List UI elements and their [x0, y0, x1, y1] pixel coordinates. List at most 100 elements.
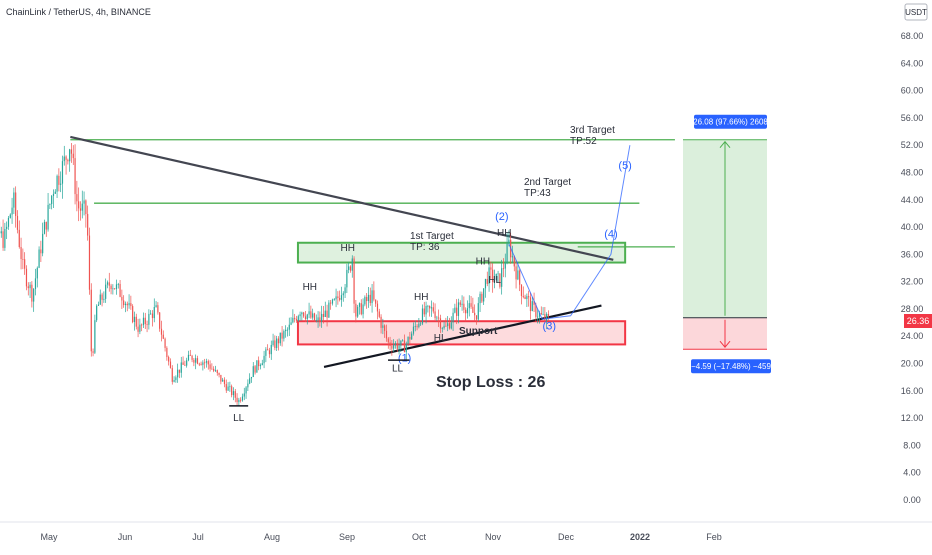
- candle-body: [184, 365, 185, 366]
- candle-body: [508, 240, 509, 244]
- price-tick: 8.00: [903, 440, 921, 450]
- candle-body: [460, 302, 461, 304]
- candle-body: [307, 315, 308, 319]
- candle-body: [170, 362, 171, 369]
- candle-body: [33, 289, 34, 302]
- candle-body: [24, 259, 25, 268]
- candle-body: [411, 334, 412, 340]
- candle-body: [278, 339, 279, 344]
- candle-body: [56, 176, 57, 192]
- time-tick-jun: Jun: [118, 532, 133, 542]
- candle-body: [11, 208, 12, 215]
- price-tick: 0.00: [903, 495, 921, 505]
- candle-body: [2, 231, 3, 248]
- candle-body: [445, 326, 446, 327]
- candle-body: [150, 314, 151, 315]
- price-tick: 44.00: [901, 195, 924, 205]
- candle-body: [350, 266, 351, 270]
- price-tick: 68.00: [901, 31, 924, 41]
- candle-body: [404, 340, 405, 352]
- candle-body: [164, 339, 165, 348]
- candle-body: [478, 303, 479, 319]
- candle-body: [472, 307, 473, 313]
- candle-body: [38, 249, 39, 267]
- candle-body: [73, 154, 74, 158]
- candle-body: [481, 294, 482, 302]
- price-axis[interactable]: USDT 68.0064.0060.0056.0052.0048.0044.00…: [896, 0, 932, 522]
- candle-body: [87, 214, 88, 236]
- candle-body: [490, 267, 491, 269]
- candle-body: [305, 316, 306, 319]
- candle-body: [272, 340, 273, 344]
- candle-body: [517, 270, 518, 279]
- candle-body: [454, 308, 455, 313]
- candle-body: [98, 305, 99, 306]
- candle-body: [528, 296, 529, 297]
- structure-label: HL: [488, 275, 501, 286]
- candle-body: [209, 364, 210, 368]
- candle-body: [397, 343, 398, 349]
- candle-body: [296, 319, 297, 320]
- candle-body: [103, 299, 104, 300]
- candle-body: [105, 285, 106, 299]
- price-tick: 20.00: [901, 359, 924, 369]
- time-tick-2022: 2022: [630, 532, 650, 542]
- candle-body: [51, 196, 52, 204]
- candle-body: [483, 288, 484, 301]
- candle-body: [114, 288, 115, 289]
- candle-body: [19, 230, 20, 247]
- candle-body: [280, 333, 281, 344]
- candle-body: [1, 231, 2, 233]
- candle-body: [258, 360, 259, 366]
- candle-body: [341, 295, 342, 300]
- price-tick: 28.00: [901, 304, 924, 314]
- candle-body: [226, 384, 227, 390]
- position-tool[interactable]: 26.08 (97.66%) 2608−4.59 (−17.48%) −459: [683, 115, 771, 373]
- candle-body: [253, 366, 254, 377]
- candle-body: [222, 380, 223, 382]
- candle-body: [134, 317, 135, 322]
- candle-body: [136, 317, 137, 327]
- third-target-title: 3rd Target: [570, 125, 615, 136]
- stop-loss-label: Stop Loss : 26: [436, 374, 545, 391]
- candle-body: [294, 318, 295, 319]
- candle-body: [362, 304, 363, 314]
- candle-body: [344, 287, 345, 293]
- candle-body: [206, 361, 207, 362]
- candle-body: [420, 324, 421, 325]
- candle-body: [501, 268, 502, 287]
- candle-body: [69, 149, 70, 161]
- candle-body: [314, 313, 315, 320]
- candle-body: [235, 391, 236, 398]
- candle-body: [388, 338, 389, 342]
- candle-body: [285, 330, 286, 331]
- candle-body: [395, 343, 396, 345]
- price-tick: 64.00: [901, 58, 924, 68]
- candle-body: [470, 303, 471, 307]
- candle-body: [191, 356, 192, 360]
- wave-label: (4): [604, 228, 617, 240]
- candle-body: [274, 340, 275, 348]
- candle-body: [76, 194, 77, 201]
- price-tick: 48.00: [901, 167, 924, 177]
- candle-body: [78, 201, 79, 208]
- candle-body: [4, 229, 5, 248]
- candle-body: [6, 227, 7, 229]
- candle-body: [366, 297, 367, 301]
- candle-body: [308, 311, 309, 314]
- candle-body: [211, 369, 212, 370]
- candle-body: [229, 386, 230, 387]
- candle-body: [515, 266, 516, 279]
- candle-body: [433, 307, 434, 311]
- candle-body: [62, 161, 63, 183]
- second-target-tp: TP:43: [524, 188, 551, 199]
- candle-body: [20, 247, 21, 259]
- candle-body: [128, 303, 129, 305]
- structure-label: LL: [392, 364, 404, 375]
- candle-body: [384, 325, 385, 330]
- candle-body: [37, 268, 38, 279]
- candle-body: [316, 320, 317, 321]
- candle-body: [373, 290, 374, 299]
